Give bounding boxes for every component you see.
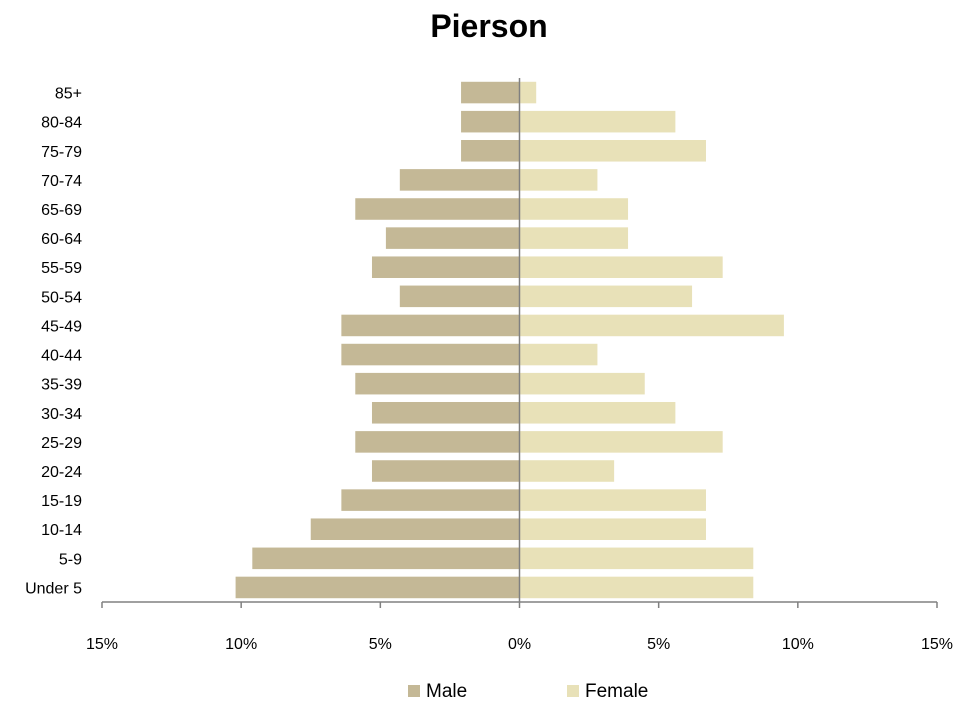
bar-female-75-79	[519, 140, 706, 162]
bar-male-80-84	[461, 110, 520, 133]
bar-male-85-	[461, 81, 520, 104]
legend-swatch-female	[567, 685, 579, 697]
bar-female-35-39	[519, 372, 645, 395]
legend-label-female: Female	[585, 681, 648, 702]
bar-female-55-59	[519, 256, 723, 278]
x-tick-label: 15%	[86, 636, 118, 653]
bar-female-5-9	[519, 547, 754, 570]
x-tick-label: 10%	[225, 636, 257, 653]
bar-male-65-69	[355, 198, 520, 220]
bar-female-65-69	[519, 198, 629, 220]
chart-title: Pierson	[430, 8, 547, 44]
x-tick-label: 10%	[782, 636, 814, 653]
y-tick-label: 40-44	[41, 348, 82, 365]
bar-female-60-64	[519, 227, 629, 249]
y-tick-label: 20-24	[41, 464, 82, 481]
bars-group	[235, 81, 784, 599]
y-tick-label: 80-84	[41, 115, 82, 132]
bar-female-45-49	[519, 314, 784, 337]
bar-male-20-24	[371, 460, 520, 482]
y-tick-label: 55-59	[41, 260, 82, 277]
bar-male-35-39	[355, 372, 520, 395]
x-tick-label: 5%	[369, 636, 392, 653]
x-tick-label: 5%	[647, 636, 670, 653]
legend-swatch-male	[408, 685, 420, 697]
bar-female-85-	[519, 81, 537, 104]
bar-female-10-14	[519, 518, 706, 540]
y-tick-label: 75-79	[41, 144, 82, 161]
bar-female-under-5	[519, 576, 754, 599]
y-tick-label: 85+	[55, 86, 82, 103]
bar-female-50-54	[519, 285, 693, 308]
y-tick-label: 5-9	[59, 551, 82, 568]
bar-male-15-19	[341, 489, 520, 511]
bar-male-50-54	[399, 285, 520, 308]
x-tick-label: 0%	[508, 636, 531, 653]
bar-male-60-64	[385, 227, 520, 249]
bar-male-30-34	[371, 402, 520, 424]
bar-female-70-74	[519, 169, 598, 191]
bar-female-15-19	[519, 489, 706, 511]
bar-male-70-74	[399, 169, 520, 191]
y-tick-label: 10-14	[41, 522, 82, 539]
y-tick-label: 50-54	[41, 289, 82, 306]
bar-male-25-29	[355, 431, 520, 453]
bar-female-20-24	[519, 460, 615, 482]
bar-female-30-34	[519, 402, 676, 424]
y-tick-label: Under 5	[25, 580, 82, 597]
bar-female-80-84	[519, 110, 676, 133]
x-tick-label: 15%	[921, 636, 953, 653]
legend: Male Female	[408, 681, 648, 702]
bar-male-5-9	[252, 547, 520, 570]
y-tick-label: 65-69	[41, 202, 82, 219]
bar-male-under-5	[235, 576, 520, 599]
bar-male-10-14	[310, 518, 520, 540]
y-tick-label: 60-64	[41, 231, 82, 248]
y-tick-label: 45-49	[41, 318, 82, 335]
y-tick-label: 35-39	[41, 377, 82, 394]
y-tick-label: 25-29	[41, 435, 82, 452]
bar-female-40-44	[519, 343, 598, 366]
axes: 15% 10% 5% 0% 5% 10% 15%	[86, 78, 953, 653]
legend-label-male: Male	[426, 681, 467, 702]
bar-male-40-44	[341, 343, 520, 366]
y-tick-label: 30-34	[41, 406, 82, 423]
bar-male-55-59	[371, 256, 520, 278]
y-tick-label: 15-19	[41, 493, 82, 510]
bar-male-75-79	[461, 140, 520, 162]
y-tick-label: 70-74	[41, 173, 82, 190]
bar-female-25-29	[519, 431, 723, 453]
bar-male-45-49	[341, 314, 520, 337]
y-tick-labels: Under 5 5-9 10-14 15-19 20-24 25-29 30-34 35-39…	[25, 86, 82, 598]
